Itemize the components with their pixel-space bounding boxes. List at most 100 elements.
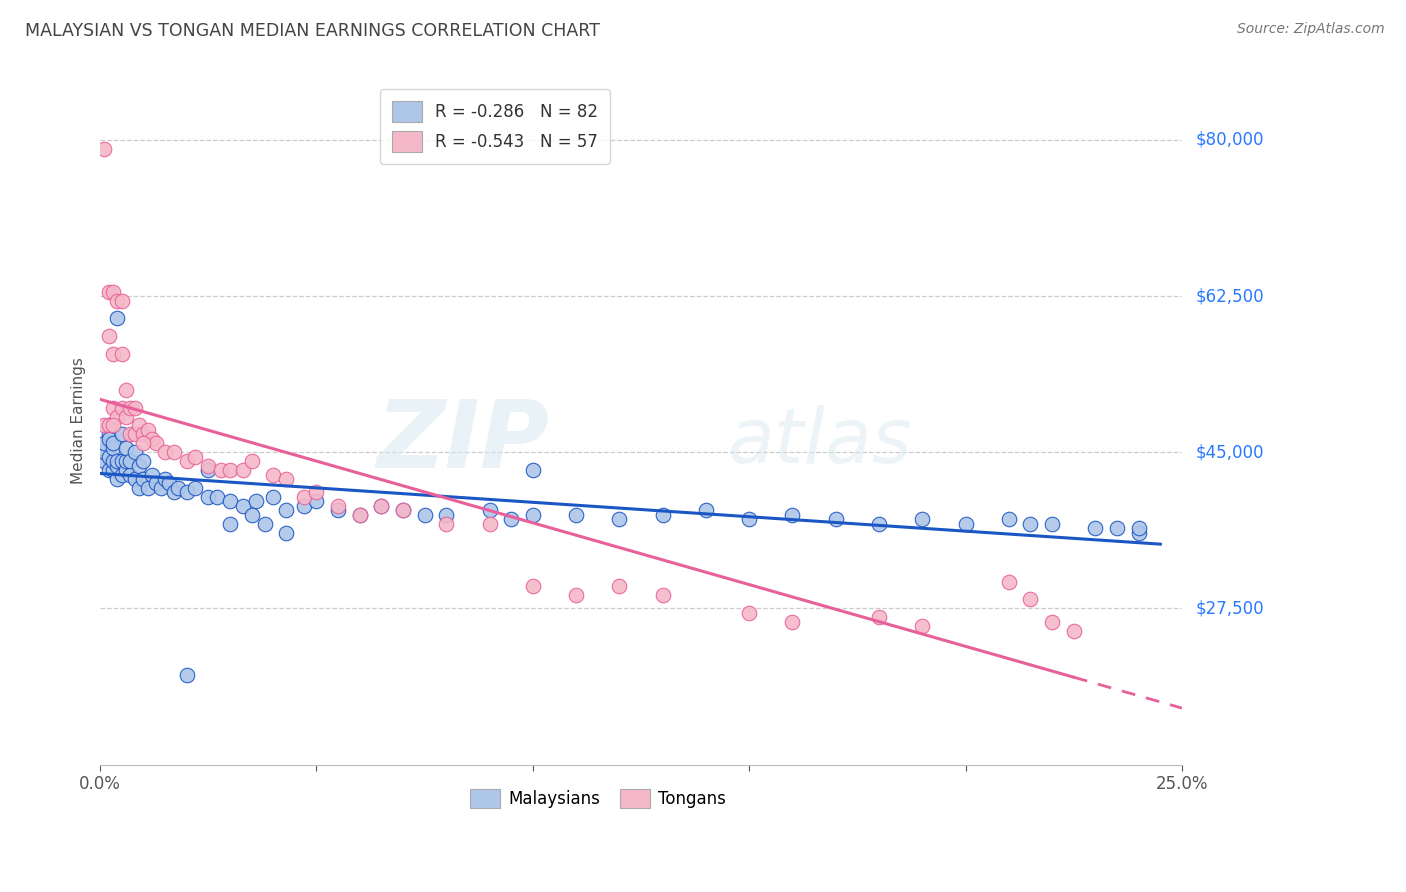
Point	[609, 512, 631, 526]
Point	[101, 347, 124, 361]
Point	[101, 418, 124, 433]
Point	[176, 454, 198, 468]
Point	[153, 445, 176, 459]
Text: Source: ZipAtlas.com: Source: ZipAtlas.com	[1237, 22, 1385, 37]
Point	[276, 525, 298, 540]
Point	[120, 401, 142, 415]
Point	[107, 472, 129, 486]
Point	[120, 454, 142, 468]
Point	[149, 481, 172, 495]
Point	[1128, 521, 1150, 535]
Point	[101, 454, 124, 468]
Point	[132, 436, 155, 450]
Text: $45,000: $45,000	[1197, 443, 1264, 461]
Point	[97, 418, 120, 433]
Point	[97, 463, 120, 477]
Point	[111, 401, 134, 415]
Text: $27,500: $27,500	[1197, 599, 1264, 617]
Point	[782, 615, 804, 629]
Point	[97, 432, 120, 446]
Point	[232, 499, 254, 513]
Point	[219, 516, 242, 531]
Point	[370, 499, 392, 513]
Point	[276, 503, 298, 517]
Text: atlas: atlas	[727, 405, 912, 479]
Point	[163, 445, 186, 459]
Point	[93, 436, 115, 450]
Point	[292, 490, 315, 504]
Point	[97, 450, 120, 464]
Point	[132, 427, 155, 442]
Point	[240, 508, 263, 522]
Point	[163, 485, 186, 500]
Point	[97, 418, 120, 433]
Point	[128, 418, 150, 433]
Point	[93, 142, 115, 156]
Point	[326, 503, 349, 517]
Point	[176, 485, 198, 500]
Point	[1040, 615, 1063, 629]
Point	[1105, 521, 1128, 535]
Text: $80,000: $80,000	[1197, 131, 1264, 149]
Point	[111, 467, 134, 482]
Point	[522, 463, 544, 477]
Point	[124, 445, 146, 459]
Point	[141, 467, 163, 482]
Point	[305, 485, 328, 500]
Point	[522, 579, 544, 593]
Point	[782, 508, 804, 522]
Legend: Malaysians, Tongans: Malaysians, Tongans	[463, 782, 733, 814]
Point	[349, 508, 371, 522]
Point	[136, 481, 159, 495]
Point	[292, 499, 315, 513]
Point	[124, 427, 146, 442]
Point	[132, 454, 155, 468]
Point	[998, 574, 1021, 589]
Point	[276, 472, 298, 486]
Point	[1019, 516, 1042, 531]
Y-axis label: Median Earnings: Median Earnings	[72, 358, 86, 484]
Point	[107, 458, 129, 473]
Point	[107, 454, 129, 468]
Point	[209, 463, 232, 477]
Point	[115, 441, 138, 455]
Text: MALAYSIAN VS TONGAN MEDIAN EARNINGS CORRELATION CHART: MALAYSIAN VS TONGAN MEDIAN EARNINGS CORR…	[25, 22, 600, 40]
Point	[609, 579, 631, 593]
Point	[145, 476, 167, 491]
Point	[111, 347, 134, 361]
Point	[522, 508, 544, 522]
Point	[115, 454, 138, 468]
Point	[128, 458, 150, 473]
Point	[141, 432, 163, 446]
Point	[124, 401, 146, 415]
Point	[232, 463, 254, 477]
Point	[413, 508, 436, 522]
Point	[107, 409, 129, 424]
Point	[97, 285, 120, 299]
Point	[107, 293, 129, 308]
Point	[136, 423, 159, 437]
Point	[153, 472, 176, 486]
Point	[911, 619, 934, 633]
Point	[262, 467, 284, 482]
Point	[101, 285, 124, 299]
Point	[115, 409, 138, 424]
Point	[326, 499, 349, 513]
Point	[868, 516, 890, 531]
Point	[1084, 521, 1107, 535]
Point	[738, 606, 761, 620]
Point	[145, 436, 167, 450]
Point	[349, 508, 371, 522]
Point	[651, 588, 673, 602]
Point	[305, 494, 328, 508]
Point	[97, 427, 120, 442]
Point	[197, 490, 219, 504]
Point	[370, 499, 392, 513]
Point	[240, 454, 263, 468]
Point	[205, 490, 228, 504]
Point	[911, 512, 934, 526]
Point	[824, 512, 846, 526]
Point	[167, 481, 190, 495]
Point	[128, 481, 150, 495]
Point	[120, 467, 142, 482]
